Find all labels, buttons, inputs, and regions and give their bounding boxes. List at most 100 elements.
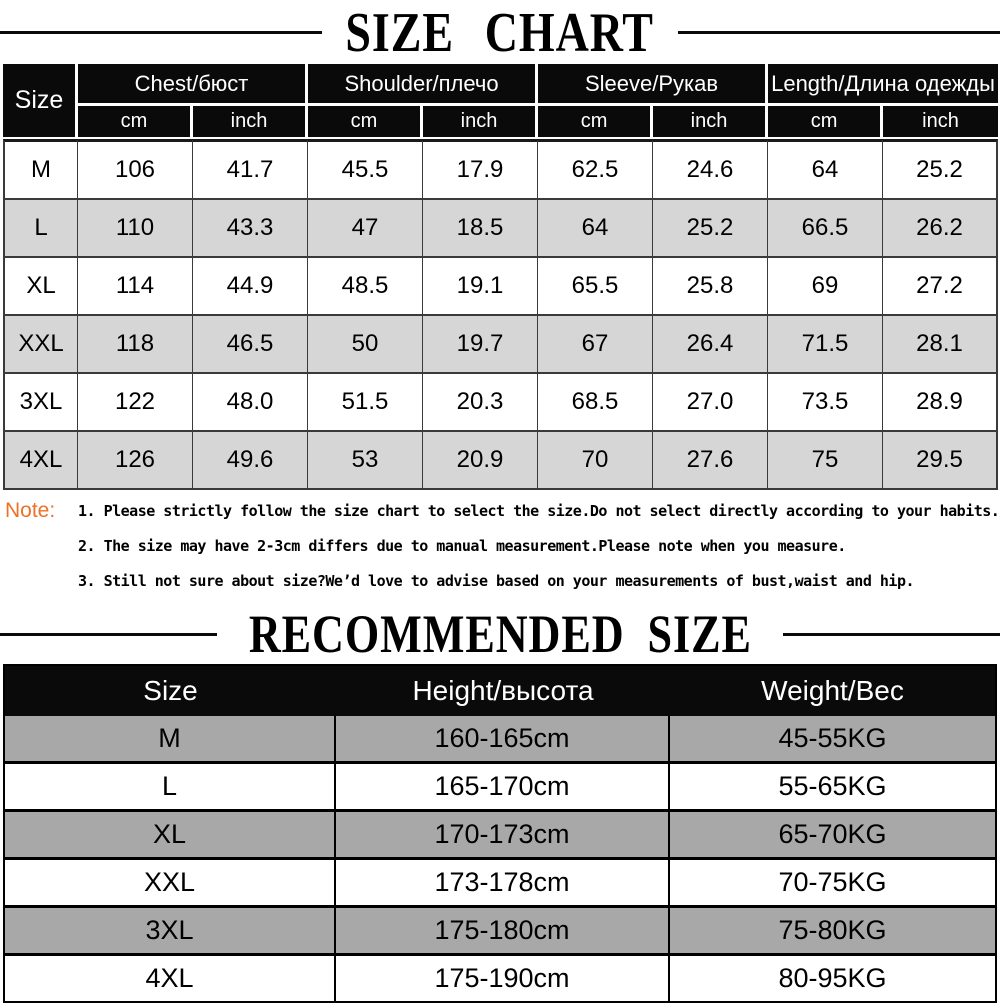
- size-chart-title: SIZE CHART: [345, 0, 655, 64]
- weight-cell: 55-65KG: [670, 764, 995, 812]
- weight-cell: 65-70KG: [670, 812, 995, 860]
- measurement-cell: 27.2: [883, 258, 999, 316]
- recommended-table: Size Height/высота Weight/Вес M 160-165cm…: [3, 664, 997, 1003]
- height-cell: 175-190cm: [336, 956, 670, 1001]
- recommended-table-row-4XL: 4XL 175-190cm 80-95KG: [5, 956, 995, 1001]
- size-table-row-3XL: 3XL 122 48.0 51.5 20.3 68.5 27.0 73.5 28.9: [3, 374, 999, 432]
- measurement-cell: 20.9: [423, 432, 539, 490]
- size-cell: L: [3, 200, 78, 258]
- weight-cell: 45-55KG: [670, 716, 995, 764]
- size-cell: XXL: [3, 316, 78, 374]
- size-cell: 3XL: [5, 908, 336, 956]
- height-cell: 173-178cm: [336, 860, 670, 908]
- measurement-cell: 69: [768, 258, 884, 316]
- measurement-cell: 71.5: [768, 316, 884, 374]
- measurement-cell: 18.5: [423, 200, 539, 258]
- size-cell: XL: [5, 812, 336, 860]
- header-group-sleeve: Sleeve/Рукав: [538, 64, 769, 106]
- measurement-cell: 50: [308, 316, 424, 374]
- title-rule-left: [0, 632, 217, 636]
- weight-cell: 80-95KG: [778, 963, 887, 993]
- notes-section: Note: 1. Please strictly follow the size…: [0, 498, 1000, 602]
- title-rule-right: [677, 30, 1000, 34]
- measurement-cell: 25.2: [883, 139, 999, 200]
- size-cell: XXL: [5, 860, 336, 908]
- measurement-cell: 45.5: [308, 139, 424, 200]
- measurement-cell: 122: [78, 374, 193, 432]
- recommended-table-row-L: L 165-170cm 55-65KG: [5, 764, 995, 812]
- measurement-cell: 66.5: [768, 200, 884, 258]
- measurement-cell: 47: [308, 200, 424, 258]
- recommended-title-row: RECOMMENDED SIZE: [0, 604, 1000, 664]
- recommended-title: RECOMMENDED SIZE: [248, 604, 752, 664]
- size-cell: L: [5, 764, 336, 812]
- measurement-cell: 126: [78, 432, 193, 490]
- measurement-cell: 46.5: [193, 316, 309, 374]
- measurement-cell: 26.2: [883, 200, 999, 258]
- size-table: Size Chest/бюст Shoulder/плечо Sleeve/Ру…: [3, 64, 999, 490]
- measurement-cell: 19.1: [423, 258, 539, 316]
- recommended-table-row-XXL: XXL 173-178cm 70-75KG: [5, 860, 995, 908]
- rec-header-size: Size: [5, 666, 336, 716]
- measurement-cell: 68.5: [538, 374, 654, 432]
- note-lines: 1. Please strictly follow the size chart…: [78, 498, 1000, 590]
- measurement-cell: 65.5: [538, 258, 654, 316]
- measurement-cell: 75: [768, 432, 884, 490]
- size-table-row-XXL: XXL 118 46.5 50 19.7 67 26.4 71.5 28.1: [3, 316, 999, 374]
- header-cell-size: Size: [3, 64, 78, 139]
- weight-cell: 70-75KG: [670, 860, 995, 908]
- unit-cell-cm: cm: [78, 106, 193, 139]
- height-cell: 170-173cm: [336, 812, 670, 860]
- measurement-cell: 106: [78, 139, 193, 200]
- size-cell: M: [3, 139, 78, 200]
- size-cell: 4XL: [3, 432, 78, 490]
- measurement-cell: 19.7: [423, 316, 539, 374]
- size-table-body: M 106 41.7 45.5 17.9 62.5 24.6 64 25.2 L 110 43.3 47…: [3, 139, 999, 490]
- height-cell: 160-165cm: [336, 716, 670, 764]
- unit-cell-inch: inch: [653, 106, 769, 139]
- size-cell: M: [5, 716, 336, 764]
- size-cell: XL: [3, 258, 78, 316]
- unit-cell-inch: inch: [883, 106, 999, 139]
- measurement-cell: 70: [538, 432, 654, 490]
- rec-header-height: Height/высота: [336, 666, 670, 716]
- note-label: Note:: [5, 499, 56, 522]
- measurement-cell: 41.7: [193, 139, 309, 200]
- measurement-cell: 29.5: [883, 432, 999, 490]
- height-cell: 175-180cm: [336, 908, 670, 956]
- measurement-cell: 51.5: [308, 374, 424, 432]
- size-table-header: Size Chest/бюст Shoulder/плечо Sleeve/Ру…: [3, 64, 999, 139]
- rec-header-weight: Weight/Вес: [670, 666, 995, 716]
- title-rule-left: [0, 30, 323, 34]
- measurement-cell: 25.2: [653, 200, 769, 258]
- measurement-cell: 28.9: [883, 374, 999, 432]
- measurement-cell: 67: [538, 316, 654, 374]
- size-table-row-L: L 110 43.3 47 18.5 64 25.2 66.5 26.2: [3, 200, 999, 258]
- note-item: 2. The size may have 2-3cm differs due t…: [78, 537, 846, 555]
- measurement-cell: 64: [768, 139, 884, 200]
- header-group-length: Length/Длина одежды: [768, 64, 999, 106]
- measurement-cell: 24.6: [653, 139, 769, 200]
- title-rule-right: [783, 632, 1000, 636]
- measurement-cell: 73.5: [768, 374, 884, 432]
- size-chart-title-row: SIZE CHART: [0, 0, 1000, 64]
- measurement-cell: 27.0: [653, 374, 769, 432]
- size-table-row-XL: XL 114 44.9 48.5 19.1 65.5 25.8 69 27.2: [3, 258, 999, 316]
- size-cell: 4XL: [5, 956, 336, 1001]
- measurement-cell: 49.6: [193, 432, 309, 490]
- measurement-cell: 110: [78, 200, 193, 258]
- measurement-cell: 25.8: [653, 258, 769, 316]
- unit-cell-cm: cm: [538, 106, 654, 139]
- size-cell: 3XL: [3, 374, 78, 432]
- measurement-cell: 62.5: [538, 139, 654, 200]
- note-item: 1. Please strictly follow the size chart…: [78, 502, 1000, 520]
- measurement-cell: 43.3: [193, 200, 309, 258]
- measurement-cell: 17.9: [423, 139, 539, 200]
- recommended-table-body: M 160-165cm 45-55KG L 165-170cm 55-65KG XL 170-…: [5, 716, 995, 1001]
- measurement-cell: 114: [78, 258, 193, 316]
- measurement-cell: 28.1: [883, 316, 999, 374]
- size-table-row-M: M 106 41.7 45.5 17.9 62.5 24.6 64 25.2: [3, 139, 999, 200]
- measurement-cell: 27.6: [653, 432, 769, 490]
- recommended-table-header: Size Height/высота Weight/Вес: [5, 666, 995, 716]
